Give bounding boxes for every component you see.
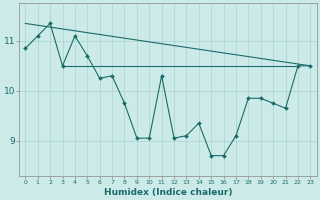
X-axis label: Humidex (Indice chaleur): Humidex (Indice chaleur) bbox=[104, 188, 232, 197]
